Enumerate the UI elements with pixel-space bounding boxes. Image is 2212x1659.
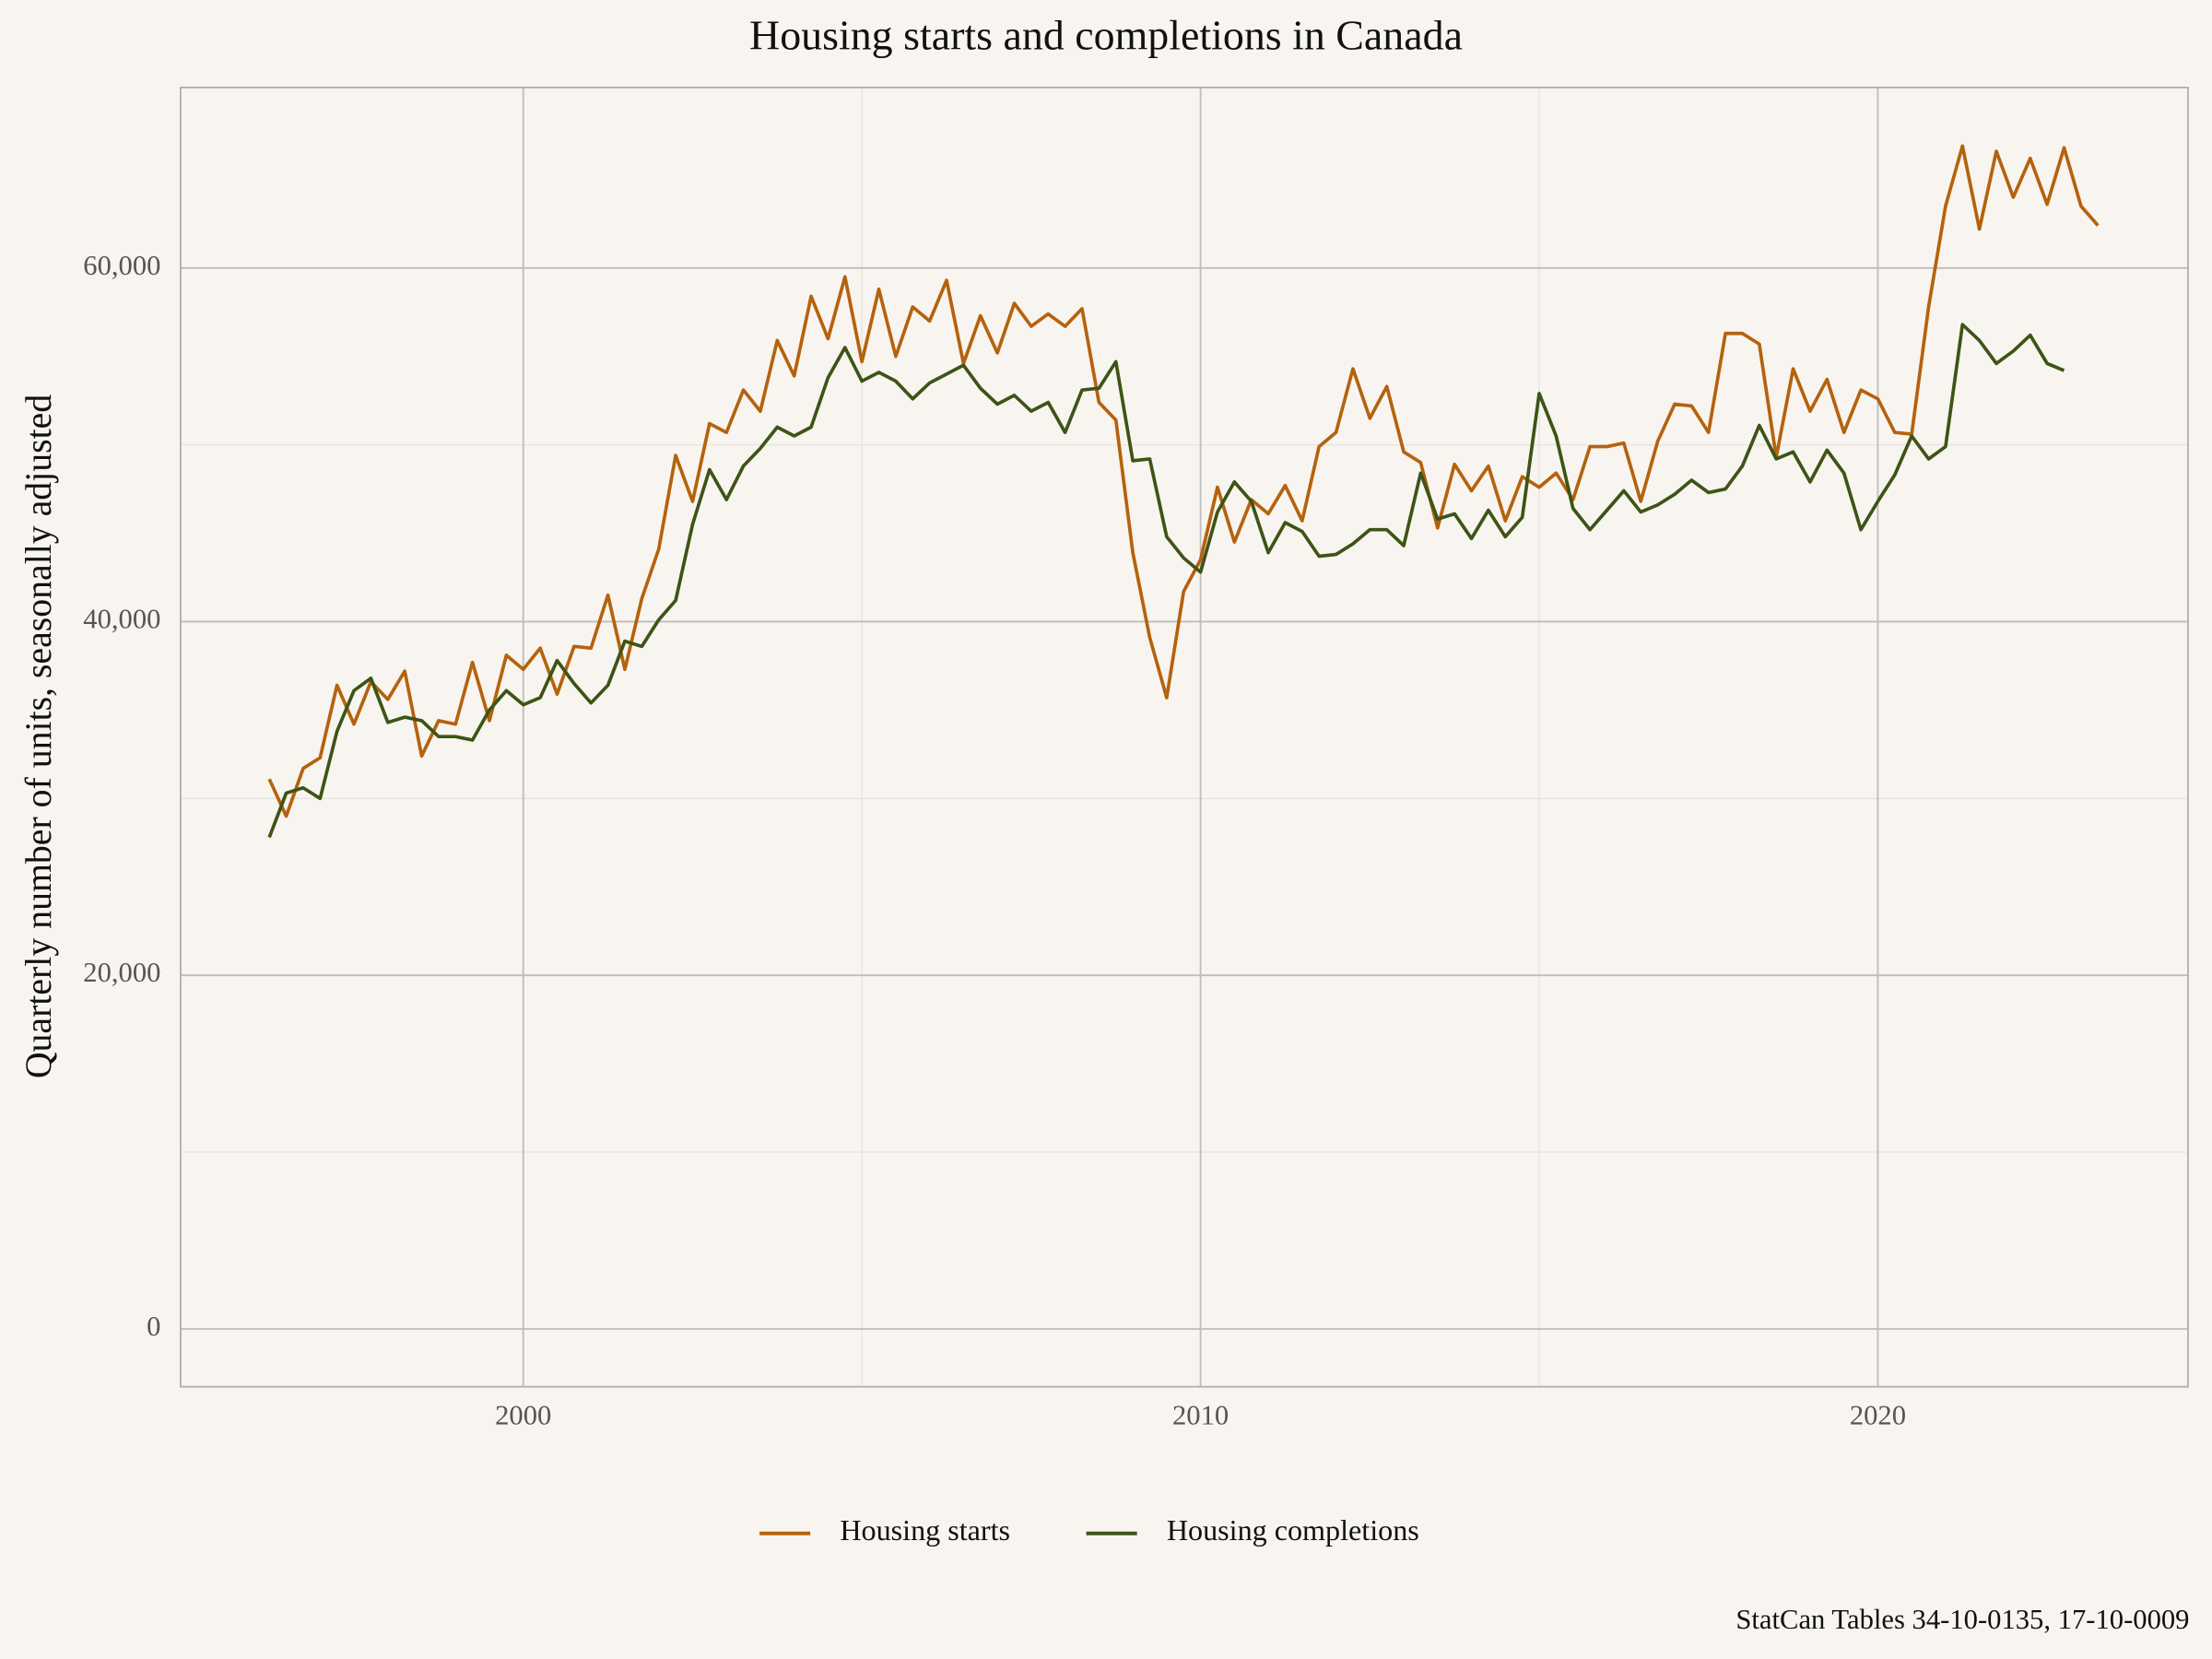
x-tick-label: 2000 (495, 1399, 551, 1430)
y-tick-label: 20,000 (83, 957, 160, 988)
y-axis-label: Quarterly number of units, seasonally ad… (18, 394, 59, 1079)
series-line (267, 323, 2065, 839)
x-tick-label: 2010 (1172, 1399, 1229, 1430)
series-line (267, 144, 2100, 818)
legend-label: Housing completions (1167, 1513, 1419, 1547)
x-tick-label: 2020 (1850, 1399, 1906, 1430)
y-tick-label: 0 (147, 1311, 160, 1342)
caption: StatCan Tables 34-10-0135, 17-10-0009 (1735, 1604, 2189, 1635)
y-tick-label: 40,000 (83, 603, 160, 634)
chart-title: Housing starts and completions in Canada (749, 11, 1463, 58)
y-tick-label: 60,000 (83, 250, 160, 281)
legend-label: Housing starts (840, 1513, 1010, 1547)
plot-border (180, 86, 2189, 1388)
